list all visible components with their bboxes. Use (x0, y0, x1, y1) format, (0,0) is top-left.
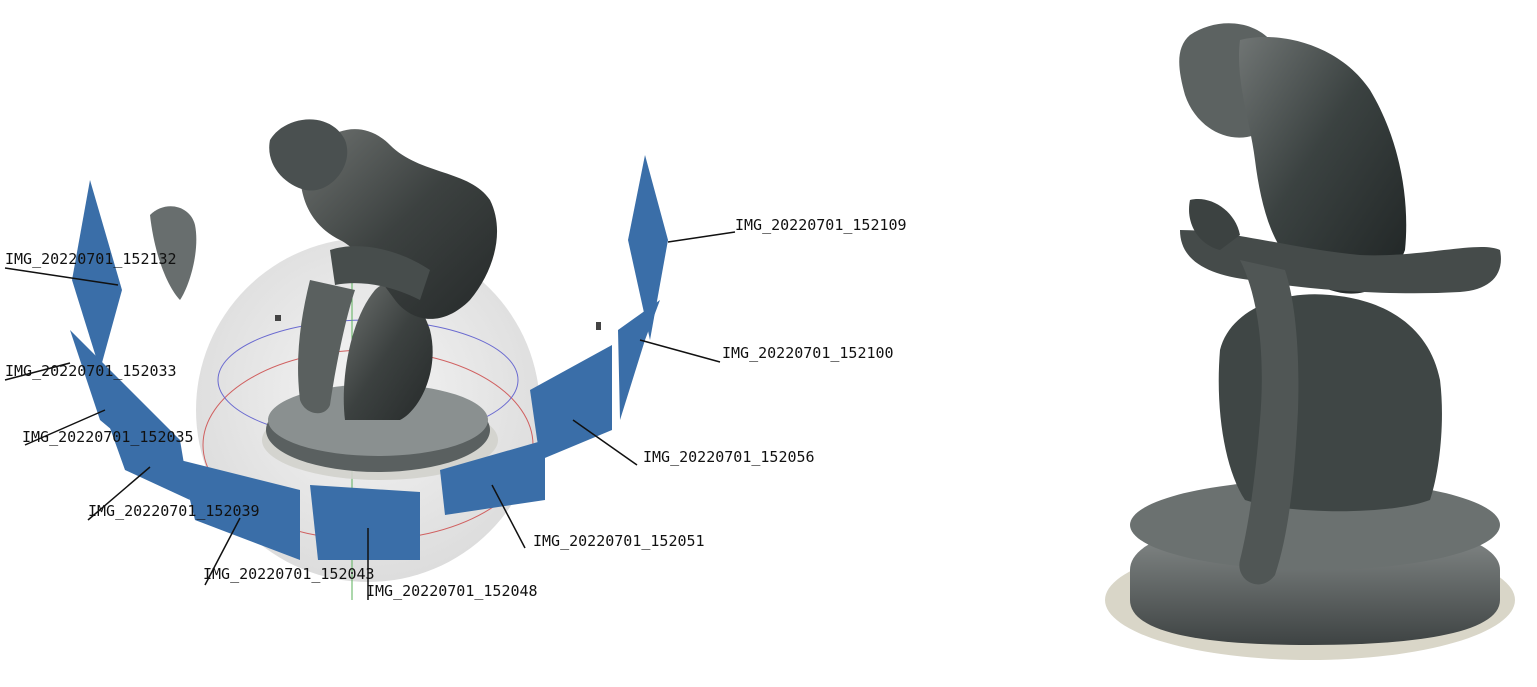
camera-label: IMG_20220701_152033 (5, 362, 177, 380)
camera-label: IMG_20220701_152109 (735, 216, 907, 234)
arm (1189, 199, 1240, 250)
camera-frustum-152100[interactable] (618, 300, 660, 420)
camera-frustum-152039[interactable] (180, 460, 300, 560)
rock-seat (1218, 294, 1442, 512)
camera-frustums (70, 155, 668, 560)
statue-point-cloud (150, 119, 601, 480)
camera-frustum-152051[interactable] (440, 440, 545, 515)
camera-label: IMG_20220701_152039 (88, 502, 260, 520)
camera-frustum-152109[interactable] (628, 155, 668, 340)
point-cloud-viewport[interactable]: IMG_20220701_152132 IMG_20220701_152033 … (0, 0, 960, 682)
statue-mesh (1105, 23, 1515, 660)
label-leader-lines (4, 231, 736, 600)
torso (1238, 37, 1407, 294)
camera-label: IMG_20220701_152056 (643, 448, 815, 466)
camera-label: IMG_20220701_152132 (5, 250, 177, 268)
leg-standing (1239, 260, 1299, 585)
camera-frustum-152043[interactable] (310, 485, 420, 560)
camera-label: IMG_20220701_152051 (533, 532, 705, 550)
mesh-canvas (1105, 23, 1515, 660)
point-cloud-canvas: IMG_20220701_152132 IMG_20220701_152033 … (4, 119, 907, 600)
camera-label: IMG_20220701_152100 (722, 344, 894, 362)
camera-frustum-152056[interactable] (530, 345, 612, 460)
camera-frustum-152132[interactable] (72, 180, 122, 370)
camera-label: IMG_20220701_152035 (22, 428, 194, 446)
camera-label: IMG_20220701_152043 (203, 565, 375, 583)
camera-frustum-152035[interactable] (100, 400, 190, 500)
camera-label: IMG_20220701_152048 (366, 582, 538, 600)
mesh-viewport[interactable] (1060, 0, 1537, 682)
